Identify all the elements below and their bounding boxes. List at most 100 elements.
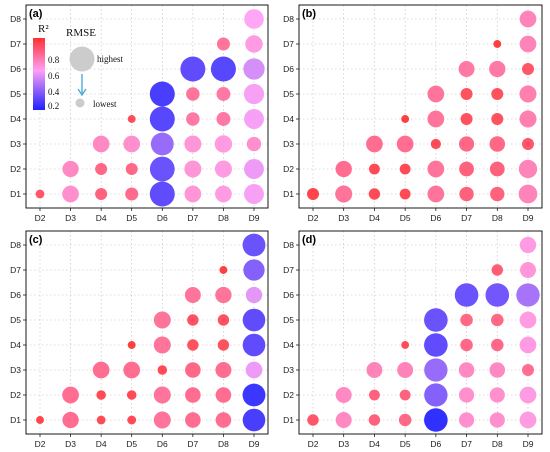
bubble-D9-D3 bbox=[246, 136, 262, 152]
bubble-D8-D3 bbox=[489, 136, 506, 152]
x-tick-label: D9 bbox=[523, 439, 534, 449]
bubble-D9-D7 bbox=[245, 35, 263, 53]
y-tick-label: D3 bbox=[283, 365, 294, 375]
bubble-D8-D7 bbox=[219, 266, 228, 274]
bubble-D7-D1 bbox=[458, 412, 475, 428]
y-tick-label: D5 bbox=[283, 315, 294, 325]
legend-rmse-highest-label: highest bbox=[97, 54, 123, 64]
bubble-D7-D6 bbox=[184, 287, 201, 303]
x-tick-label: D2 bbox=[308, 213, 319, 223]
bubble-D8-D1 bbox=[490, 186, 505, 202]
x-tick-label: D8 bbox=[492, 213, 503, 223]
bubble-D5-D2 bbox=[399, 163, 411, 175]
bubble-D5-D3 bbox=[123, 135, 141, 153]
panel-0: D2 D3 D4 D5 D6 D7 D8 D9 D1 D2 D3 D4 D5 D6 D7 D8 (a) bbox=[10, 4, 269, 223]
bubble-D9-D3 bbox=[522, 364, 534, 376]
bubble-D6-D1 bbox=[424, 408, 448, 432]
bubble-D7-D3 bbox=[458, 362, 475, 378]
bubble-D6-D1 bbox=[149, 181, 175, 207]
bubble-D4-D2 bbox=[96, 390, 106, 400]
bubble-D8-D1 bbox=[489, 412, 505, 428]
y-tick-label: D4 bbox=[283, 340, 294, 350]
legend-rmse-title: RMSE bbox=[66, 27, 96, 39]
panel-label: (d) bbox=[302, 234, 316, 246]
bubble-D5-D1 bbox=[398, 413, 412, 427]
y-tick-label: D6 bbox=[283, 290, 294, 300]
bubble-D9-D2 bbox=[242, 383, 266, 407]
bubble-D6-D2 bbox=[427, 160, 445, 178]
bubble-D5-D4 bbox=[127, 115, 136, 123]
bubble-D8-D7 bbox=[491, 264, 504, 276]
panel-3: D2 D3 D4 D5 D6 D7 D8 D9 D1 D2 D3 D4 D5 D6 D7 D8 (d) bbox=[283, 230, 543, 449]
bubble-D4-D3 bbox=[92, 361, 110, 379]
bubble-D9-D7 bbox=[243, 259, 265, 281]
legend-rmse-lowest-label: lowest bbox=[93, 99, 117, 109]
bubble-D9-D7 bbox=[520, 262, 536, 278]
bubble-D5-D1 bbox=[125, 187, 139, 201]
bubble-D8-D1 bbox=[215, 185, 232, 203]
y-tick-label: D1 bbox=[283, 415, 294, 425]
y-tick-label: D6 bbox=[10, 64, 21, 74]
y-tick-label: D3 bbox=[10, 365, 21, 375]
bubble-D3-D1 bbox=[335, 185, 353, 203]
x-tick-label: D4 bbox=[369, 439, 380, 449]
bubble-D6-D1 bbox=[153, 411, 171, 429]
bubble-D2-D1 bbox=[307, 188, 319, 200]
bubble-D3-D2 bbox=[335, 160, 352, 178]
x-tick-label: D9 bbox=[249, 439, 260, 449]
bubble-D9-D3 bbox=[245, 361, 263, 379]
bubble-D4-D3 bbox=[92, 135, 110, 153]
x-tick-label: D4 bbox=[369, 213, 380, 223]
bubble-D8-D6 bbox=[489, 60, 506, 78]
bubble-D7-D4 bbox=[187, 339, 199, 351]
legend-r2-tick-0: 0.8 bbox=[48, 55, 60, 65]
legend-r2-title: R² bbox=[38, 23, 49, 35]
bubble-D2-D1 bbox=[36, 416, 44, 424]
legend-rmse-arrow bbox=[77, 74, 87, 97]
bubble-D9-D1 bbox=[518, 184, 538, 204]
y-tick-label: D4 bbox=[10, 114, 21, 124]
bubble-D7-D4 bbox=[186, 112, 200, 126]
bubble-D7-D2 bbox=[184, 160, 202, 178]
bubble-D8-D6 bbox=[215, 286, 232, 304]
bubble-D8-D2 bbox=[215, 387, 232, 403]
bubble-D9-D1 bbox=[519, 411, 537, 429]
bubble-D9-D2 bbox=[518, 159, 538, 179]
bubble-D9-D1 bbox=[244, 184, 264, 204]
y-tick-label: D7 bbox=[283, 265, 294, 275]
bubble-D7-D4 bbox=[460, 113, 473, 125]
bubble-D6-D1 bbox=[427, 185, 445, 203]
x-tick-label: D6 bbox=[157, 213, 168, 223]
bubble-D6-D2 bbox=[149, 156, 175, 182]
legend-rmse-lowest-bubble bbox=[75, 98, 85, 108]
bubble-D6-D3 bbox=[424, 358, 448, 382]
y-tick-label: D5 bbox=[10, 89, 21, 99]
bubble-D8-D2 bbox=[214, 160, 232, 178]
bubble-D5-D3 bbox=[123, 361, 141, 379]
bubble-D9-D6 bbox=[245, 286, 263, 304]
bubble-D9-D6 bbox=[243, 58, 265, 80]
bubble-D7-D5 bbox=[460, 88, 473, 100]
bubble-D2-D1 bbox=[307, 414, 319, 426]
y-tick-label: D1 bbox=[10, 189, 21, 199]
bubble-D8-D6 bbox=[485, 283, 510, 307]
y-tick-label: D2 bbox=[283, 164, 294, 174]
bubble-D8-D5 bbox=[216, 87, 231, 101]
panel-label: (c) bbox=[29, 234, 43, 246]
y-tick-label: D5 bbox=[283, 89, 294, 99]
x-tick-label: D2 bbox=[35, 439, 46, 449]
x-tick-label: D3 bbox=[65, 439, 76, 449]
bubble-D9-D8 bbox=[244, 9, 264, 29]
bubble-D8-D4 bbox=[217, 339, 230, 351]
bubble-D9-D6 bbox=[522, 63, 534, 75]
bubble-D7-D3 bbox=[184, 135, 202, 153]
bubble-D7-D1 bbox=[185, 412, 201, 428]
bubble-D9-D5 bbox=[242, 308, 266, 332]
bubble-D7-D2 bbox=[185, 387, 201, 403]
bubble-D6-D5 bbox=[149, 81, 175, 107]
x-tick-label: D2 bbox=[308, 439, 319, 449]
bubble-D4-D1 bbox=[368, 188, 381, 200]
bubble-D3-D2 bbox=[62, 386, 79, 404]
bubble-D5-D2 bbox=[125, 163, 138, 175]
